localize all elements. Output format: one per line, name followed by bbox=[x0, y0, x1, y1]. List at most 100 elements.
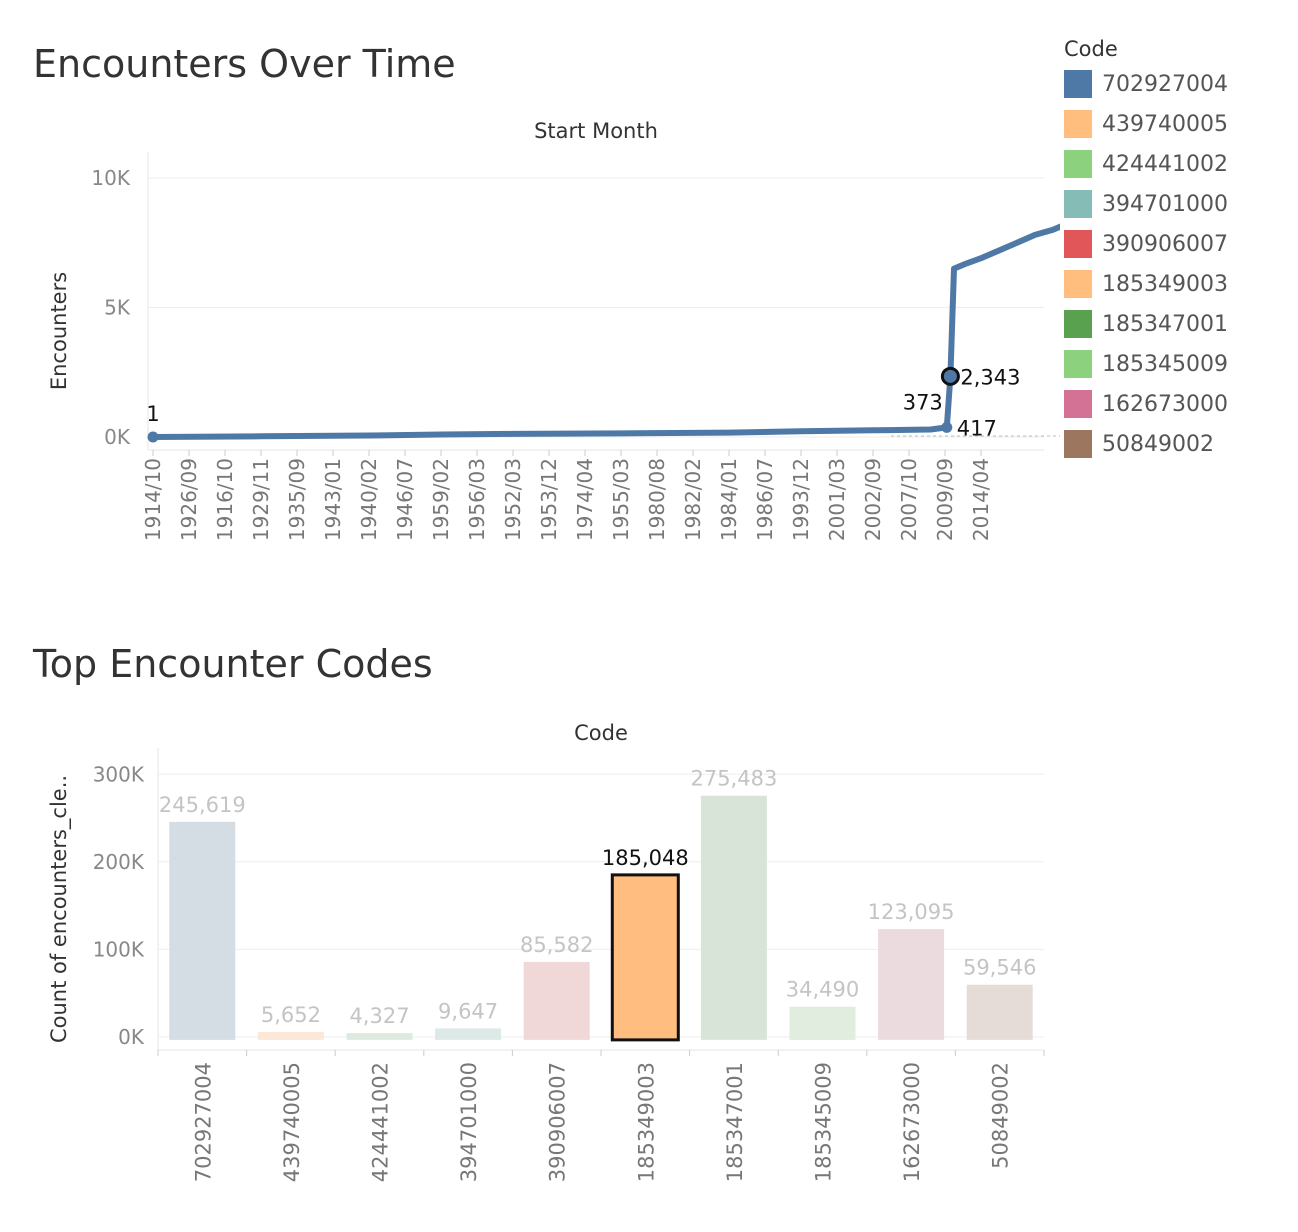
line-x-tick-label: 1929/11 bbox=[249, 458, 273, 541]
legend-item[interactable]: 424441002 bbox=[1064, 144, 1284, 184]
legend-swatch bbox=[1064, 230, 1092, 258]
bar-185347001[interactable] bbox=[700, 795, 767, 1040]
line-x-tick-label: 2014/04 bbox=[969, 458, 993, 541]
legend-label: 439740005 bbox=[1102, 111, 1228, 137]
legend-swatch bbox=[1064, 390, 1092, 418]
bar-439740005[interactable] bbox=[257, 1031, 324, 1040]
legend-swatch bbox=[1064, 430, 1092, 458]
bar-x-tick-label: 424441002 bbox=[369, 1062, 393, 1182]
legend-item[interactable]: 439740005 bbox=[1064, 104, 1284, 144]
line-y-tick-label: 10K bbox=[91, 166, 130, 190]
bar-x-tick-label: 390906007 bbox=[546, 1062, 570, 1182]
bar-702927004[interactable] bbox=[169, 821, 236, 1040]
bar-x-tick-label: 439740005 bbox=[280, 1062, 304, 1182]
line-x-tick-label: 1982/02 bbox=[681, 458, 705, 541]
legend-item[interactable]: 162673000 bbox=[1064, 384, 1284, 424]
line-y-axis-label: Encounters bbox=[47, 272, 71, 390]
legend-item[interactable]: 185349003 bbox=[1064, 264, 1284, 304]
bar-value-label: 59,546 bbox=[963, 956, 1036, 980]
bar-value-label: 5,652 bbox=[261, 1003, 321, 1027]
line-x-tick-label: 1959/02 bbox=[429, 458, 453, 541]
line-data-label: 2,343 bbox=[960, 365, 1020, 389]
data-point[interactable] bbox=[147, 431, 159, 443]
bar-value-label: 9,647 bbox=[438, 999, 498, 1023]
line-x-tick-label: 2002/09 bbox=[861, 458, 885, 541]
legend-title: Code bbox=[1064, 37, 1118, 61]
line-column-header: Start Month bbox=[534, 119, 658, 143]
line-x-tick-label: 1946/07 bbox=[393, 458, 417, 541]
legend-label: 390906007 bbox=[1102, 231, 1228, 257]
line-x-tick-label: 1943/01 bbox=[321, 458, 345, 541]
legend-swatch bbox=[1064, 270, 1092, 298]
bar-x-tick-label: 702927004 bbox=[191, 1062, 215, 1182]
bar-x-tick-label: 50849002 bbox=[989, 1062, 1013, 1169]
legend-label: 394701000 bbox=[1102, 191, 1228, 217]
line-y-tick-label: 0K bbox=[104, 425, 131, 449]
line-x-tick-label: 1974/04 bbox=[573, 458, 597, 541]
bar-value-label: 245,619 bbox=[159, 793, 246, 817]
legend-label: 424441002 bbox=[1102, 151, 1228, 177]
bar-394701000[interactable] bbox=[435, 1028, 502, 1040]
legend-swatch bbox=[1064, 70, 1092, 98]
line-y-tick-label: 5K bbox=[104, 295, 131, 319]
bar-y-tick-label: 100K bbox=[93, 937, 145, 961]
bar-y-axis-label: Count of encounters_cle.. bbox=[47, 775, 72, 1043]
line-x-tick-label: 1940/02 bbox=[357, 458, 381, 541]
line-x-tick-label: 1955/03 bbox=[609, 458, 633, 541]
bar-x-tick-label: 185349003 bbox=[634, 1062, 658, 1182]
code-legend[interactable]: Code 702927004 439740005 424441002 39470100… bbox=[1064, 34, 1284, 464]
line-x-tick-label: 2001/03 bbox=[825, 458, 849, 541]
legend-label: 185345009 bbox=[1102, 351, 1228, 377]
line-x-tick-label: 1953/12 bbox=[537, 458, 561, 541]
bar-value-label: 185,048 bbox=[602, 846, 689, 870]
line-x-tick-label: 1914/10 bbox=[141, 458, 165, 541]
line-chart[interactable]: Start Month 0K 5K 10K Encounters 1914/10 1926/… bbox=[0, 110, 1060, 690]
bar-value-label: 34,490 bbox=[786, 978, 859, 1002]
line-chart-title: Encounters Over Time bbox=[33, 42, 456, 86]
legend-items: 702927004 439740005 424441002 394701000 3909… bbox=[1064, 64, 1284, 464]
bar-162673000[interactable] bbox=[878, 929, 945, 1040]
legend-item[interactable]: 185345009 bbox=[1064, 344, 1284, 384]
bar-chart-title: Top Encounter Codes bbox=[33, 642, 433, 686]
line-x-tick-label: 1986/07 bbox=[753, 458, 777, 541]
bar-column-header: Code bbox=[574, 721, 628, 745]
bar-x-tick-label: 185347001 bbox=[723, 1062, 747, 1182]
bar-x-tick-label: 185345009 bbox=[812, 1062, 836, 1182]
series-line-702927004[interactable] bbox=[150, 186, 1060, 440]
line-x-tick-label: 1916/10 bbox=[213, 458, 237, 541]
line-data-label: 373 bbox=[903, 390, 943, 414]
legend-item[interactable]: 50849002 bbox=[1064, 424, 1284, 464]
legend-label: 185349003 bbox=[1102, 271, 1228, 297]
line-x-tick-label: 1926/09 bbox=[177, 458, 201, 541]
line-x-tick-label: 1984/01 bbox=[717, 458, 741, 541]
legend-item[interactable]: 390906007 bbox=[1064, 224, 1284, 264]
legend-item[interactable]: 702927004 bbox=[1064, 64, 1284, 104]
legend-item[interactable]: 394701000 bbox=[1064, 184, 1284, 224]
bar-y-tick-label: 0K bbox=[118, 1025, 145, 1049]
bar-185345009[interactable] bbox=[789, 1006, 856, 1040]
bar-chart[interactable]: Code 0K 100K 200K 300K Count of encounters_cl… bbox=[0, 710, 1060, 1230]
bar-y-tick-label: 300K bbox=[93, 762, 145, 786]
line-x-tick-label: 2007/10 bbox=[897, 458, 921, 541]
bar-185349003[interactable] bbox=[610, 873, 680, 1042]
line-x-tick-label: 1935/09 bbox=[285, 458, 309, 541]
legend-label: 50849002 bbox=[1102, 431, 1214, 457]
legend-label: 185347001 bbox=[1102, 311, 1228, 337]
line-x-tick-label: 1956/03 bbox=[465, 458, 489, 541]
bar-y-tick-label: 200K bbox=[93, 850, 145, 874]
bar-50849002[interactable] bbox=[966, 984, 1033, 1040]
bar-390906007[interactable] bbox=[523, 961, 590, 1040]
bar-x-tick-label: 162673000 bbox=[900, 1062, 924, 1182]
bar-424441002[interactable] bbox=[346, 1033, 413, 1040]
legend-label: 162673000 bbox=[1102, 391, 1228, 417]
legend-swatch bbox=[1064, 150, 1092, 178]
legend-label: 702927004 bbox=[1102, 71, 1228, 97]
line-x-tick-label: 1993/12 bbox=[789, 458, 813, 541]
bar-value-label: 4,327 bbox=[349, 1004, 409, 1028]
highlighted-point[interactable] bbox=[940, 366, 960, 386]
bar-value-label: 275,483 bbox=[690, 767, 777, 791]
legend-item[interactable]: 185347001 bbox=[1064, 304, 1284, 344]
data-point[interactable] bbox=[941, 421, 953, 433]
bar-value-label: 123,095 bbox=[868, 900, 955, 924]
bar-x-tick-label: 394701000 bbox=[457, 1062, 481, 1182]
